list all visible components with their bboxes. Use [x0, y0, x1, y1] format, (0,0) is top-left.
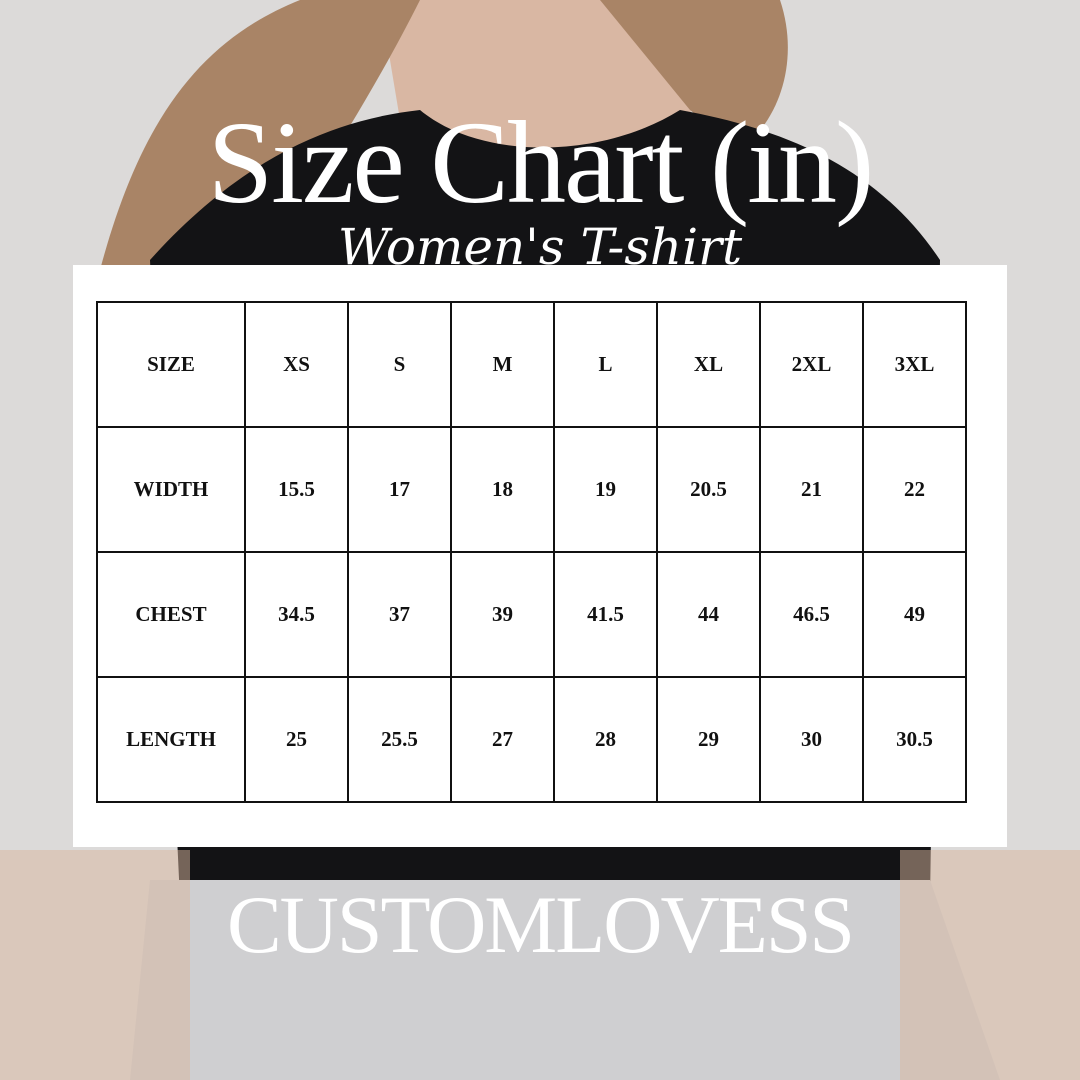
- table-row: CHEST 34.5 37 39 41.5 44 46.5 49: [96, 551, 967, 678]
- cell: 46.5: [759, 551, 864, 678]
- cell: 39: [450, 551, 555, 678]
- cell: 3XL: [862, 301, 967, 428]
- cell: 27: [450, 676, 555, 803]
- cell: 28: [553, 676, 658, 803]
- table-row: LENGTH 25 25.5 27 28 29 30 30.5: [96, 676, 967, 803]
- cell: 21: [759, 426, 864, 553]
- cell: 20.5: [656, 426, 761, 553]
- cell: L: [553, 301, 658, 428]
- brand: CUSTOMLOVESS: [226, 879, 855, 970]
- cell: M: [450, 301, 555, 428]
- cell: 30: [759, 676, 864, 803]
- cell: 22: [862, 426, 967, 553]
- cell: 49: [862, 551, 967, 678]
- cell: XL: [656, 301, 761, 428]
- cell: 37: [347, 551, 452, 678]
- subtitle: Women's T-shirt: [337, 218, 743, 276]
- title: Size Chart (in): [207, 97, 875, 228]
- cell: 44: [656, 551, 761, 678]
- cell: S: [347, 301, 452, 428]
- cell: 25: [244, 676, 349, 803]
- cell: 18: [450, 426, 555, 553]
- table-row: WIDTH 15.5 17 18 19 20.5 21 22: [96, 426, 967, 553]
- cell: 34.5: [244, 551, 349, 678]
- row-label: SIZE: [96, 301, 246, 428]
- size-table: SIZE XS S M L XL 2XL 3XL WIDTH 15.5 17 18 19 20.5 21 22…: [96, 301, 967, 803]
- cell: 15.5: [244, 426, 349, 553]
- cell: 29: [656, 676, 761, 803]
- header-row: SIZE XS S M L XL 2XL 3XL: [96, 301, 967, 428]
- row-label: WIDTH: [96, 426, 246, 553]
- row-label: LENGTH: [96, 676, 246, 803]
- cell: XS: [244, 301, 349, 428]
- cell: 2XL: [759, 301, 864, 428]
- cell: 17: [347, 426, 452, 553]
- cell: 41.5: [553, 551, 658, 678]
- cell: 19: [553, 426, 658, 553]
- row-label: CHEST: [96, 551, 246, 678]
- cell: 30.5: [862, 676, 967, 803]
- cell: 25.5: [347, 676, 452, 803]
